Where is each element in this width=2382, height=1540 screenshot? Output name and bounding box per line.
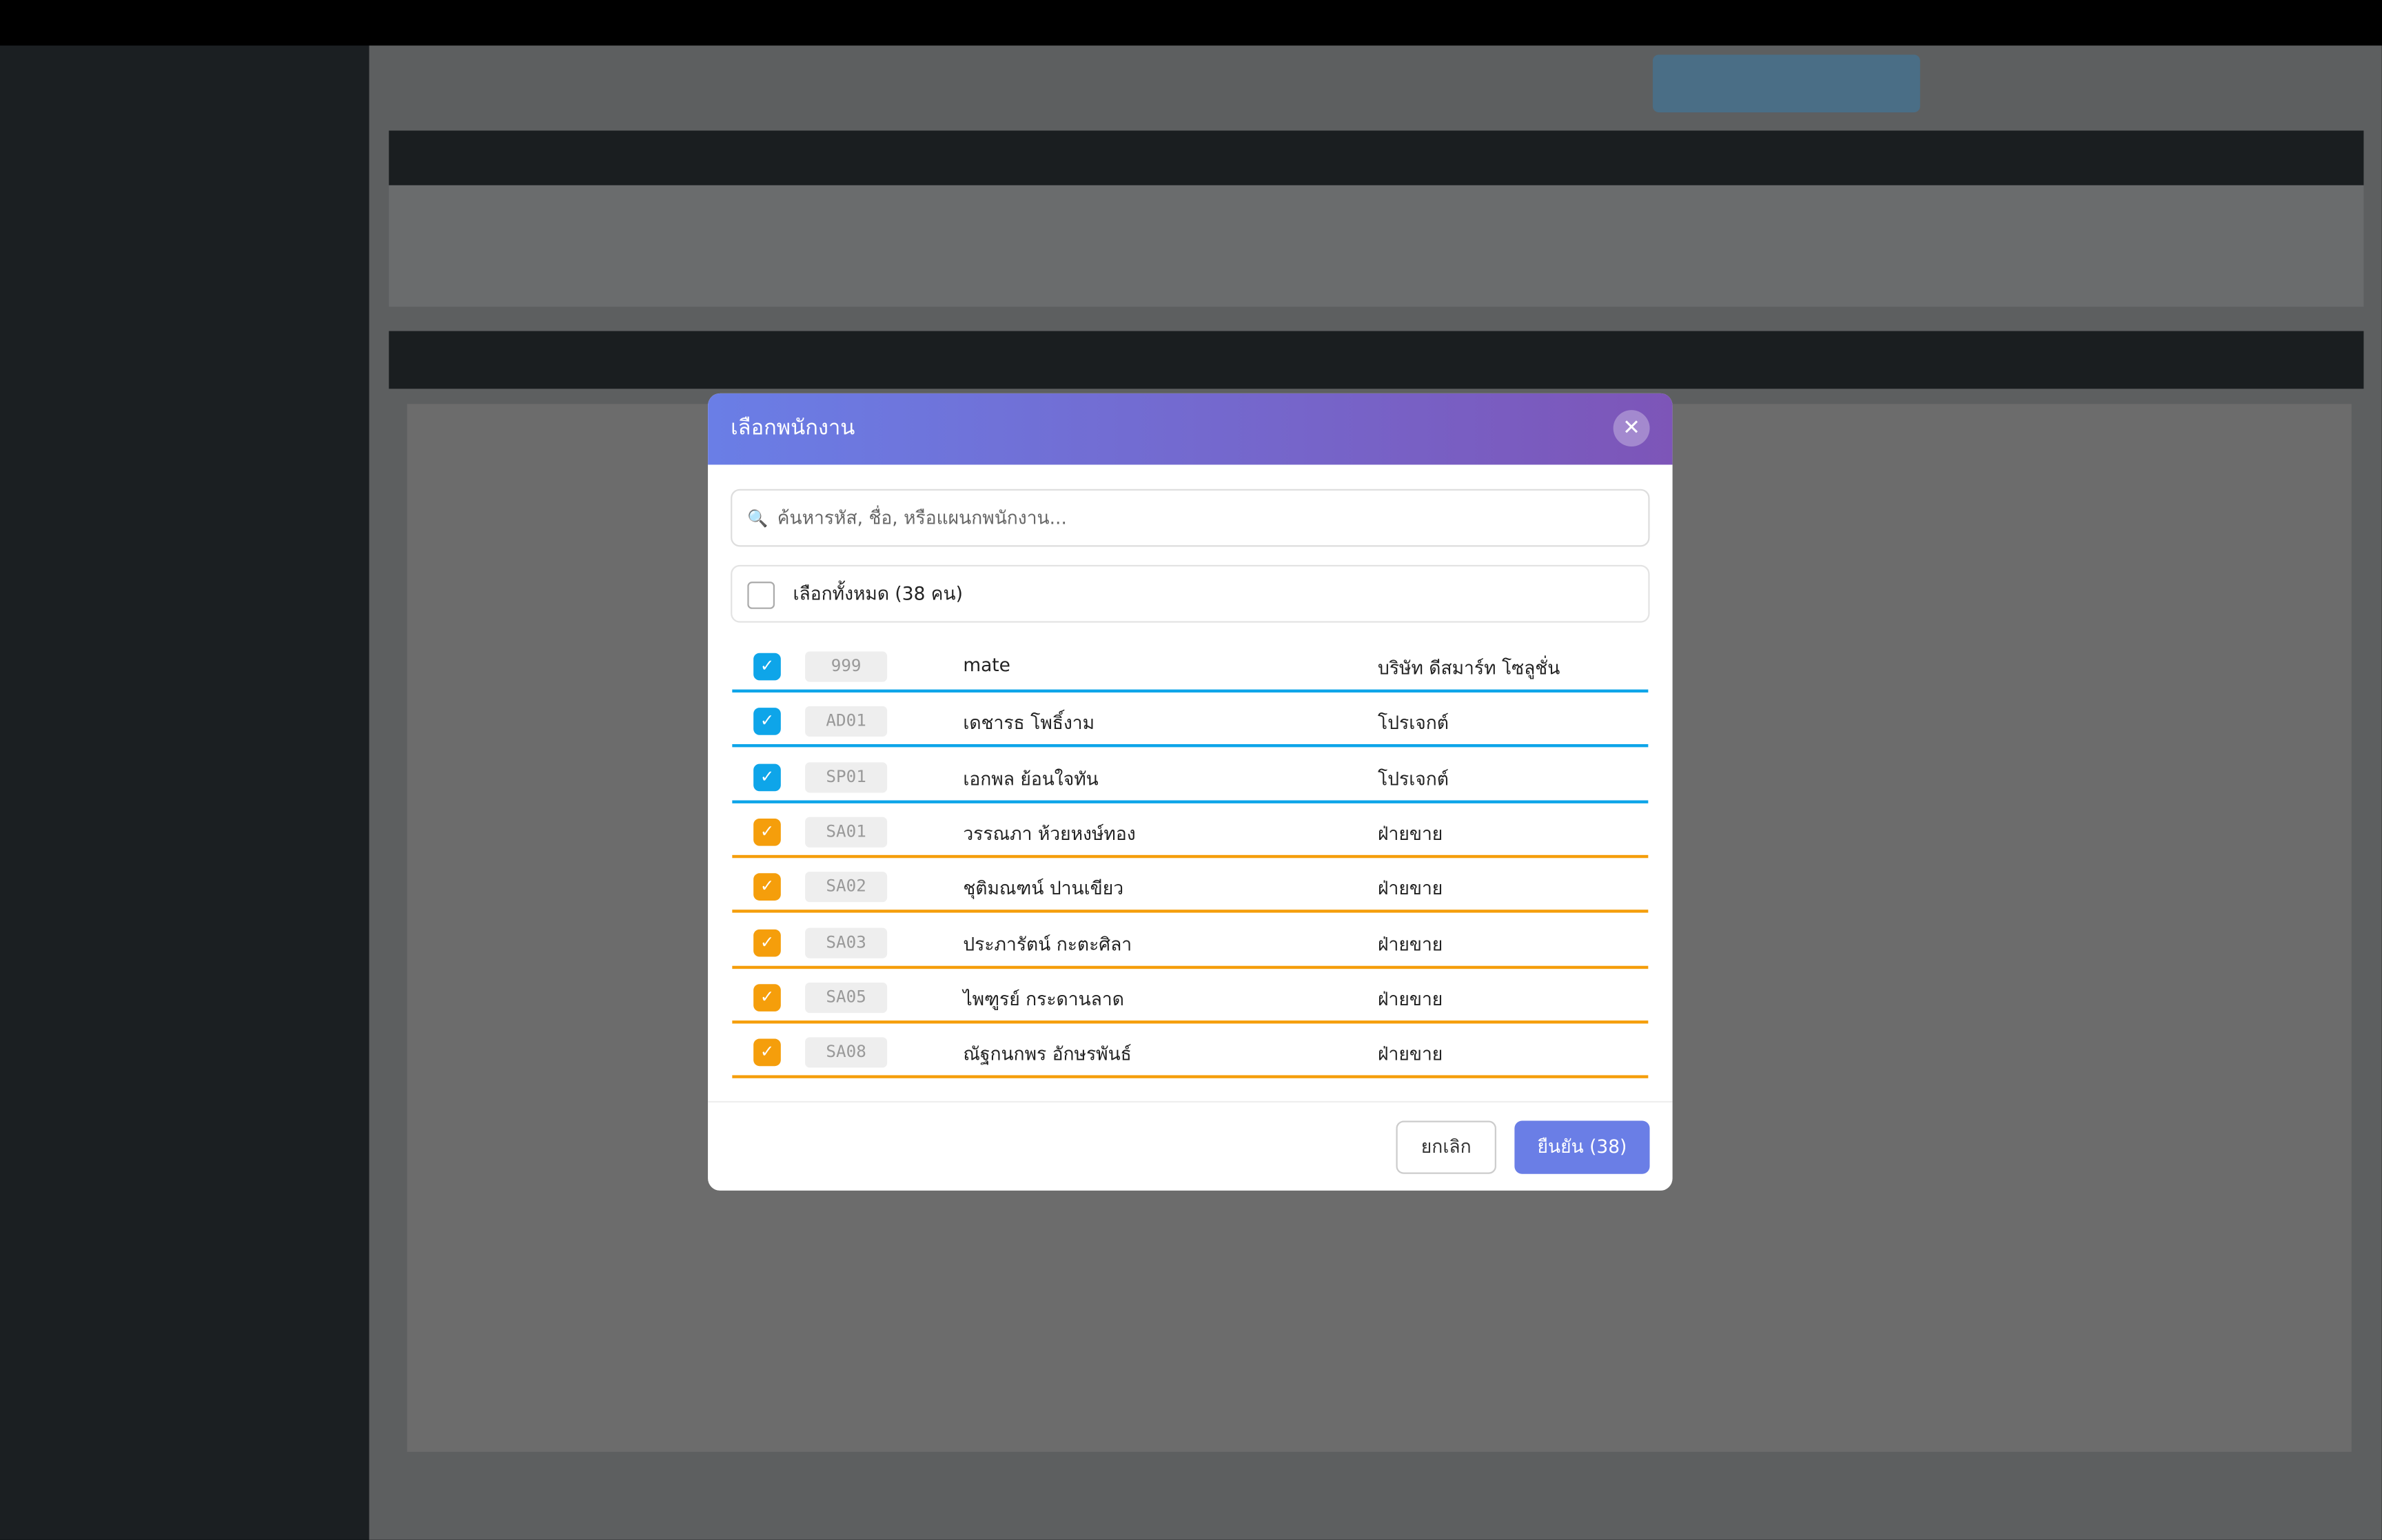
- employee-name: เอกพล ย้อนใจทัน: [963, 768, 1099, 790]
- checkbox[interactable]: ✓: [753, 983, 781, 1012]
- search-placeholder: ค้นหารหัส, ชื่อ, หรือแผนกพนักงาน...: [777, 507, 1067, 528]
- employee-row[interactable]: ✓ 999 mate บริษัท ดีสมาร์ท โซลูชั่น: [732, 641, 1649, 693]
- modal: เลือกพนักงาน ✕ 🔍 ค้นหารหัส, ชื่อ, หรือแผน…: [708, 393, 1673, 1191]
- employee-department: ฝ่ายขาย: [1378, 933, 1443, 955]
- search-input[interactable]: 🔍 ค้นหารหัส, ชื่อ, หรือแผนกพนักงาน...: [731, 489, 1650, 547]
- employee-row[interactable]: ✓ SA03 ประภารัตน์ กะตะศิลา ฝ่ายขาย: [732, 916, 1649, 969]
- employee-department: ฝ่ายขาย: [1378, 1043, 1443, 1065]
- counter-blurred: [1652, 54, 1920, 113]
- select-all-checkbox[interactable]: [747, 582, 775, 609]
- employee-department: บริษัท ดีสมาร์ท โซลูชั่น: [1378, 657, 1560, 679]
- employee-row[interactable]: ✓ SA02 ชุติมณฑน์ ปานเขียว ฝ่ายขาย: [732, 861, 1649, 914]
- employee-name: mate: [963, 654, 1010, 676]
- employee-name: ณัฐกนกพร อักษรพันธ์: [963, 1043, 1132, 1065]
- checkbox[interactable]: ✓: [753, 928, 781, 956]
- employee-department: โปรเจกต์: [1378, 768, 1449, 790]
- employee-code: SP01: [805, 761, 888, 792]
- employee-list: ✓ 999 mate บริษัท ดีสมาร์ท โซลูชั่น ✓ AD01 เดช…: [708, 641, 1673, 1081]
- confirm-button[interactable]: ยืนยัน (38): [1514, 1120, 1650, 1174]
- checkbox[interactable]: ✓: [753, 1038, 781, 1067]
- checkbox[interactable]: ✓: [753, 818, 781, 846]
- employee-row[interactable]: ✓ SA08 ณัฐกนกพร อักษรพันธ์ ฝ่ายขาย: [732, 1027, 1649, 1079]
- employee-department: ฝ่ายขาย: [1378, 823, 1443, 845]
- modal-title: เลือกพนักงาน: [731, 415, 855, 441]
- employee-row[interactable]: ✓ AD01 เดชารธ โพธิ์งาม โปรเจกต์: [732, 696, 1649, 748]
- employee-code: SA02: [805, 872, 888, 903]
- employee-name: ไพฑูรย์ กระดานลาด: [963, 988, 1124, 1010]
- cancel-button[interactable]: ยกเลิก: [1396, 1120, 1496, 1174]
- panel-bar: [389, 130, 2364, 185]
- footer-divider: [708, 1100, 1673, 1103]
- checkbox[interactable]: ✓: [753, 708, 781, 736]
- checkbox[interactable]: ✓: [753, 763, 781, 791]
- employee-code: SA03: [805, 927, 888, 958]
- select-all-label: เลือกทั้งหมด (38 คน): [793, 583, 963, 605]
- top-bar: [0, 0, 2382, 46]
- employee-code: SA05: [805, 982, 888, 1013]
- employee-name: ชุติมณฑน์ ปานเขียว: [963, 878, 1124, 900]
- employee-name: วรรณภา ห้วยหงษ์ทอง: [963, 823, 1136, 845]
- sidebar-blurred: [0, 45, 369, 1540]
- employee-name: เดชารธ โพธิ์งาม: [963, 712, 1095, 735]
- employee-code: 999: [805, 651, 888, 682]
- close-button[interactable]: ✕: [1613, 410, 1650, 446]
- filter-panel: [389, 185, 2364, 307]
- employee-row[interactable]: ✓ SP01 เอกพล ย้อนใจทัน โปรเจกต์: [732, 751, 1649, 803]
- modal-header: เลือกพนักงาน ✕: [708, 393, 1673, 465]
- checkbox[interactable]: ✓: [753, 653, 781, 681]
- employee-code: SA08: [805, 1037, 888, 1068]
- employee-department: ฝ่ายขาย: [1378, 878, 1443, 900]
- employee-department: ฝ่ายขาย: [1378, 988, 1443, 1010]
- employee-row[interactable]: ✓ SA05 ไพฑูรย์ กระดานลาด ฝ่ายขาย: [732, 972, 1649, 1024]
- employee-department: โปรเจกต์: [1378, 712, 1449, 735]
- employee-name: ประภารัตน์ กะตะศิลา: [963, 933, 1132, 955]
- employee-code: SA01: [805, 817, 888, 848]
- toolbar: [389, 331, 2364, 389]
- employee-code: AD01: [805, 706, 888, 737]
- checkbox[interactable]: ✓: [753, 873, 781, 901]
- select-all[interactable]: เลือกทั้งหมด (38 คน): [731, 564, 1650, 623]
- employee-row[interactable]: ✓ SA01 วรรณภา ห้วยหงษ์ทอง ฝ่ายขาย: [732, 806, 1649, 859]
